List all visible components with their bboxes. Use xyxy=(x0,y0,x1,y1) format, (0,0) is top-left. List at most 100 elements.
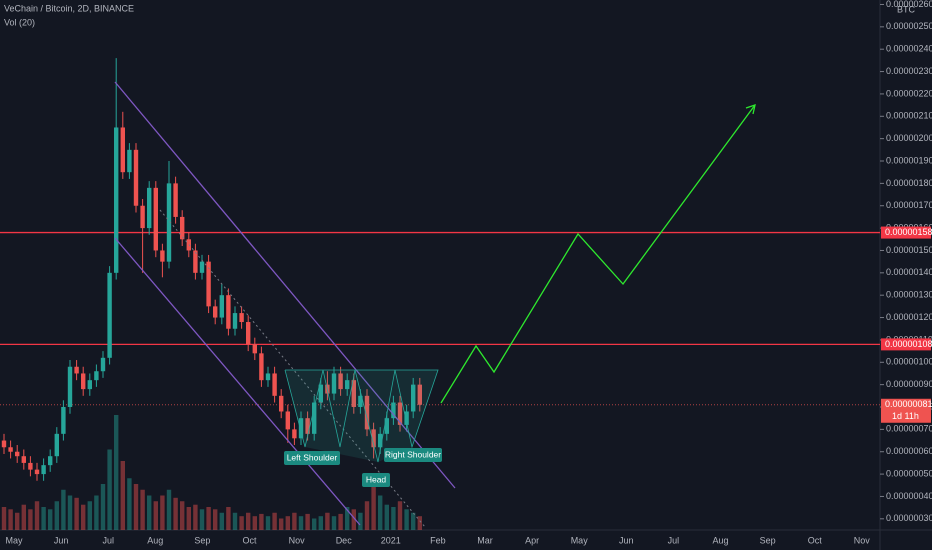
volume-bar xyxy=(133,484,139,530)
candle-body xyxy=(193,250,198,273)
candle-body xyxy=(305,418,310,434)
candle-body xyxy=(133,149,139,206)
y-tick-label: 0.00000240 xyxy=(886,44,932,54)
x-tick-label: Sep xyxy=(760,535,776,545)
volume-bar xyxy=(338,513,343,530)
volume-bar xyxy=(411,512,416,530)
volume-bar xyxy=(232,512,238,530)
candle-body xyxy=(364,395,370,430)
volume-bar xyxy=(140,489,145,530)
y-tick-label: 0.00000040 xyxy=(886,491,932,501)
y-tick-label: 0.00000220 xyxy=(886,88,932,98)
candle-body xyxy=(219,295,224,318)
volume-bar xyxy=(219,512,224,530)
volume-bar xyxy=(94,495,99,530)
volume-bar xyxy=(173,497,178,530)
y-tick-label: 0.00000050 xyxy=(886,468,932,478)
volume-bar xyxy=(67,495,73,530)
annotation-box xyxy=(284,451,340,465)
x-tick-label: May xyxy=(571,535,589,545)
candle-body xyxy=(404,411,409,425)
candle-body xyxy=(8,447,13,452)
candle-body xyxy=(345,380,350,390)
volume-bar xyxy=(160,495,165,530)
x-tick-label: Aug xyxy=(147,535,163,545)
candle-body xyxy=(318,384,323,403)
candle-body xyxy=(292,429,297,439)
volume-bar xyxy=(252,516,257,530)
volume-bar xyxy=(364,501,370,530)
volume-bar xyxy=(279,518,284,530)
price-label-box xyxy=(881,398,931,423)
candle-body xyxy=(417,384,422,405)
candle-body xyxy=(358,395,363,408)
volume-bar xyxy=(15,512,20,530)
y-tick-label: 0.00000210 xyxy=(886,111,932,121)
annotations: Left Shoulder Head Right Shoulder xyxy=(284,448,442,487)
candle-body xyxy=(285,411,290,430)
candle-body xyxy=(226,295,231,329)
channel-line xyxy=(114,237,361,526)
volume-bar xyxy=(206,507,211,530)
candle-body xyxy=(252,344,257,354)
annotation: Right Shoulder xyxy=(385,449,441,459)
candle-body xyxy=(120,127,125,173)
candle-body xyxy=(397,402,403,425)
volume-bar xyxy=(81,504,86,530)
mid-line xyxy=(159,209,426,528)
volume-bar xyxy=(100,484,106,530)
candle-body xyxy=(160,250,165,262)
annotation: Left Shoulder xyxy=(287,452,338,462)
volume-bar xyxy=(1,507,7,530)
x-tick-label: May xyxy=(5,535,23,545)
x-tick-label: Jul xyxy=(668,535,680,545)
candle-body xyxy=(61,407,66,434)
candle-body xyxy=(15,451,20,457)
channel-line xyxy=(114,81,456,489)
y-tick-label: 0.00000090 xyxy=(886,379,932,389)
candle-body xyxy=(371,429,376,448)
drawings xyxy=(114,81,756,528)
x-tick-label: Mar xyxy=(477,535,493,545)
volume-bar xyxy=(345,507,350,530)
countdown: 1d 11h xyxy=(892,411,919,421)
volume-bar xyxy=(417,516,422,530)
arrow-head xyxy=(745,104,756,115)
candle-body xyxy=(384,418,389,434)
x-tick-label: Jul xyxy=(102,535,114,545)
volume-bar xyxy=(193,504,198,530)
volume-bar xyxy=(272,512,277,530)
annotation: Head xyxy=(366,474,387,484)
volume-bar xyxy=(166,489,172,530)
candle-body xyxy=(1,440,7,448)
y-tick-label: 0.00000060 xyxy=(886,446,932,456)
volume-bar xyxy=(305,513,310,530)
volume-bar xyxy=(312,518,317,530)
volume-bar xyxy=(21,504,26,530)
candle-body xyxy=(199,261,205,273)
volume-bar xyxy=(127,478,132,530)
marks xyxy=(0,58,880,530)
volume-bar xyxy=(54,501,59,530)
annotation-box xyxy=(362,473,390,487)
candle-body xyxy=(140,205,145,229)
candle-body xyxy=(48,456,53,466)
candle-body xyxy=(206,261,211,307)
price-label: 0.00000108 xyxy=(885,339,932,349)
candle-body xyxy=(67,366,73,408)
candle-body xyxy=(114,127,119,273)
x-tick-label: Oct xyxy=(242,535,257,545)
candle-body xyxy=(34,469,40,475)
volume-bar xyxy=(87,501,92,530)
candle-body xyxy=(147,187,152,229)
candle-body xyxy=(94,371,99,381)
y-tick-label: 0.00000070 xyxy=(886,424,932,434)
candle-body xyxy=(259,353,264,381)
volume-bar xyxy=(404,509,409,530)
candle-body xyxy=(338,373,343,390)
volume-bar xyxy=(239,516,244,530)
projection xyxy=(440,104,756,404)
x-tick-label: Feb xyxy=(430,535,446,545)
volume-bar xyxy=(213,509,218,530)
